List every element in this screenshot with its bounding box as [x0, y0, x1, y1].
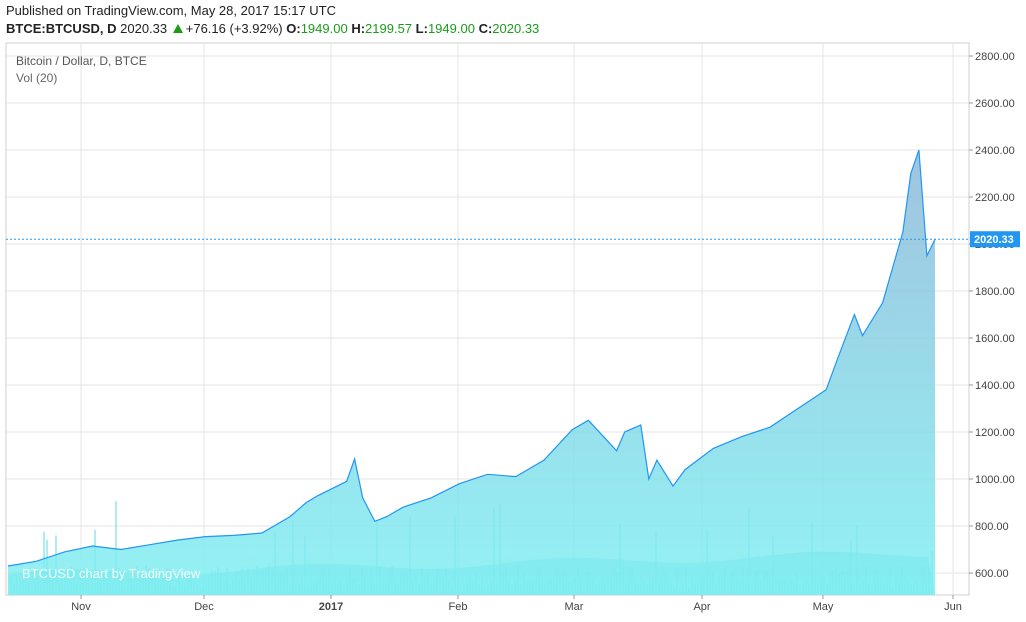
y-tick-label: 1000.00: [975, 474, 1015, 486]
low-label: L:: [415, 21, 428, 36]
y-tick-label: 2600.00: [975, 98, 1015, 110]
x-tick-label: Nov: [71, 601, 91, 613]
published-line: Published on TradingView.com, May 28, 20…: [6, 3, 336, 18]
y-tick-label: 2400.00: [975, 145, 1015, 157]
x-tick-label: Apr: [693, 601, 710, 613]
price-area-fill: [8, 150, 935, 595]
price-value: 2020.33: [120, 21, 168, 36]
x-tick-label: 2017: [319, 601, 343, 613]
last-price-marker: 2020.33: [6, 231, 1020, 248]
y-tick-label: 2800.00: [975, 51, 1015, 63]
x-tick-label: Jun: [944, 601, 962, 613]
last-price-tag: [970, 231, 1020, 248]
x-tick-label: Mar: [565, 601, 584, 613]
open-value: 1949.00: [300, 21, 348, 36]
volume-legend: Vol (20): [16, 71, 58, 85]
quote-line: BTCE:BTCUSD, D 2020.33 +76.16 (+3.92%) O…: [6, 21, 539, 36]
chart-title: Bitcoin / Dollar, D, BTCE: [16, 54, 147, 68]
high-label: H:: [351, 21, 366, 36]
y-tick-label: 2200.00: [975, 192, 1015, 204]
close-value: 2020.33: [492, 21, 540, 36]
published-text: Published on TradingView.com, May 28, 20…: [6, 3, 337, 18]
y-tick-label: 1600.00: [975, 333, 1015, 345]
price-area: [7, 149, 936, 595]
open-label: O:: [286, 21, 301, 36]
price-line: [7, 149, 936, 567]
y-tick-label: 1800.00: [975, 286, 1015, 298]
change-value: +76.16 (+3.92%): [185, 21, 283, 36]
x-tick-label: Feb: [449, 601, 468, 613]
up-arrow-icon: [172, 24, 183, 33]
y-tick-label: 600.00: [975, 568, 1009, 580]
low-value: 1949.00: [427, 21, 475, 36]
last-price-label: 2020.33: [974, 234, 1014, 246]
close-label: C:: [478, 21, 493, 36]
volume-bar: [115, 501, 117, 595]
x-tick-label: May: [813, 601, 834, 613]
symbol-label[interactable]: BTCE:BTCUSD, D: [6, 21, 117, 36]
high-value: 2199.57: [365, 21, 413, 36]
x-tick-label: Dec: [194, 601, 214, 613]
y-tick-label: 1400.00: [975, 380, 1015, 392]
y-tick-label: 800.00: [975, 521, 1009, 533]
watermark: BTCUSD chart by TradingView: [22, 566, 201, 581]
y-tick-label: 1200.00: [975, 427, 1015, 439]
